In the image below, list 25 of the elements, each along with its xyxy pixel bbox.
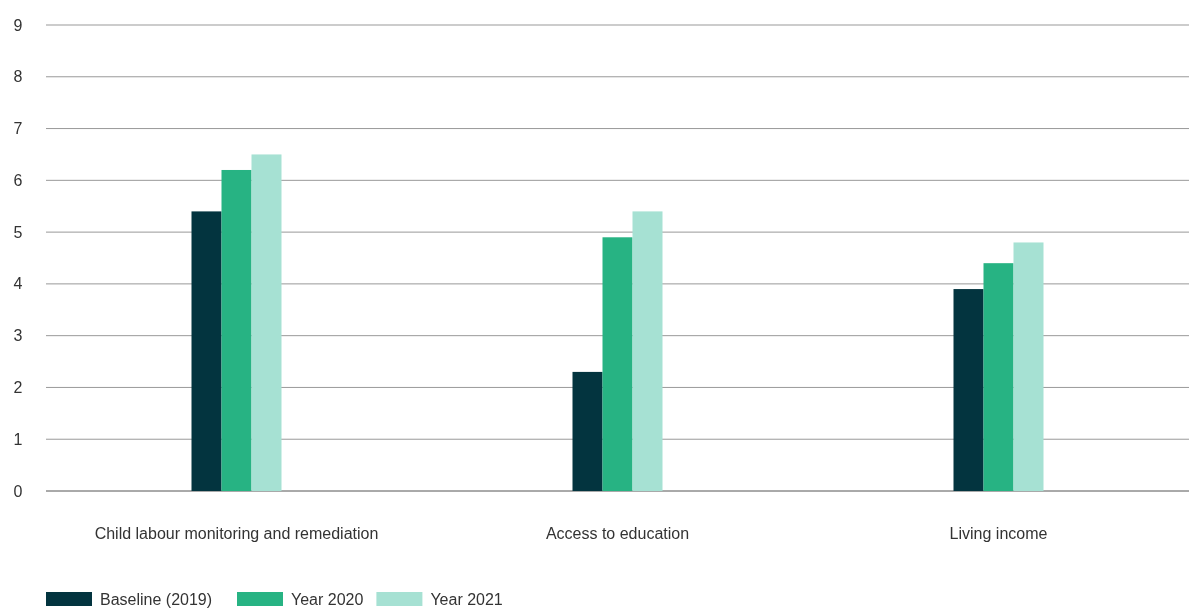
- y-tick-label: 2: [13, 379, 23, 397]
- y-tick-label: 8: [13, 68, 23, 86]
- y-tick-label: 0: [13, 482, 23, 500]
- bar: [572, 371, 603, 491]
- bar: [953, 289, 984, 491]
- y-tick-label: 3: [13, 327, 23, 345]
- x-tick-label: Child labour monitoring and remediation: [94, 525, 379, 542]
- bar: [191, 211, 222, 491]
- y-tick-label: 4: [13, 275, 23, 293]
- legend-label: Baseline (2019): [100, 591, 213, 608]
- legend-label: Year 2020: [291, 591, 364, 608]
- bar: [251, 154, 282, 491]
- bar: [221, 169, 252, 491]
- legend-label: Year 2021: [430, 591, 503, 608]
- bar: [983, 263, 1014, 491]
- bar: [1013, 242, 1044, 491]
- y-tick-label: 9: [13, 16, 23, 34]
- y-tick-label: 7: [13, 120, 23, 138]
- bar: [602, 237, 633, 491]
- x-tick-label: Living income: [949, 525, 1048, 542]
- bar: [632, 211, 663, 491]
- y-tick-label: 6: [13, 171, 23, 189]
- y-tick-label: 1: [13, 430, 23, 448]
- y-tick-label: 5: [13, 223, 23, 241]
- x-tick-label: Access to education: [545, 525, 690, 542]
